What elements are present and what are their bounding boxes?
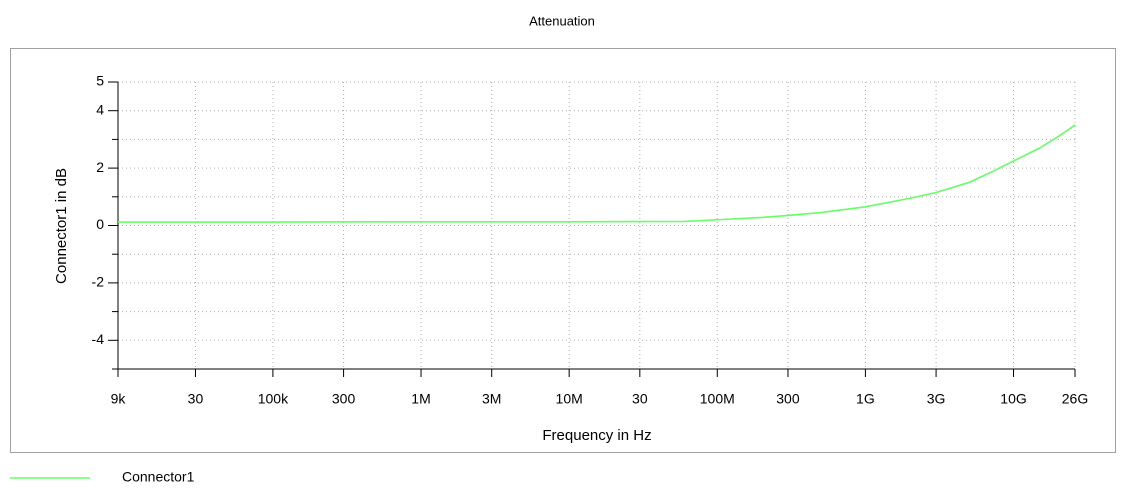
chart-title: Attenuation [529,13,595,28]
y-tick-label: 4 [96,101,104,117]
x-tick-label: 1M [411,391,430,407]
x-axis-label: Frequency in Hz [542,427,651,444]
y-tick-label: 5 [96,73,104,89]
x-tick-label: 300 [332,391,356,407]
y-axis-label: Connector1 in dB [53,168,70,284]
y-tick-label: -4 [92,331,105,347]
x-tick-label: 100M [700,391,735,407]
y-tick-label: 0 [96,216,104,232]
x-tick-label: 100k [258,391,289,407]
x-tick-label: 10M [556,391,583,407]
legend-label: Connector1 [122,469,195,485]
x-tick-label: 3G [927,391,946,407]
data-line [118,124,1076,223]
x-tick-label: 10G [1000,391,1026,407]
y-tick-label: 2 [96,159,104,175]
x-tick-label: 26G [1062,391,1088,407]
chart-frame [10,48,1116,453]
x-tick-label: 1G [856,391,875,407]
x-tick-label: 3M [482,391,501,407]
x-tick-label: 300 [776,391,800,407]
x-tick-label: 30 [632,391,648,407]
x-tick-label: 9k [111,391,127,407]
y-tick-label: -2 [92,274,105,290]
x-tick-label: 30 [188,391,204,407]
